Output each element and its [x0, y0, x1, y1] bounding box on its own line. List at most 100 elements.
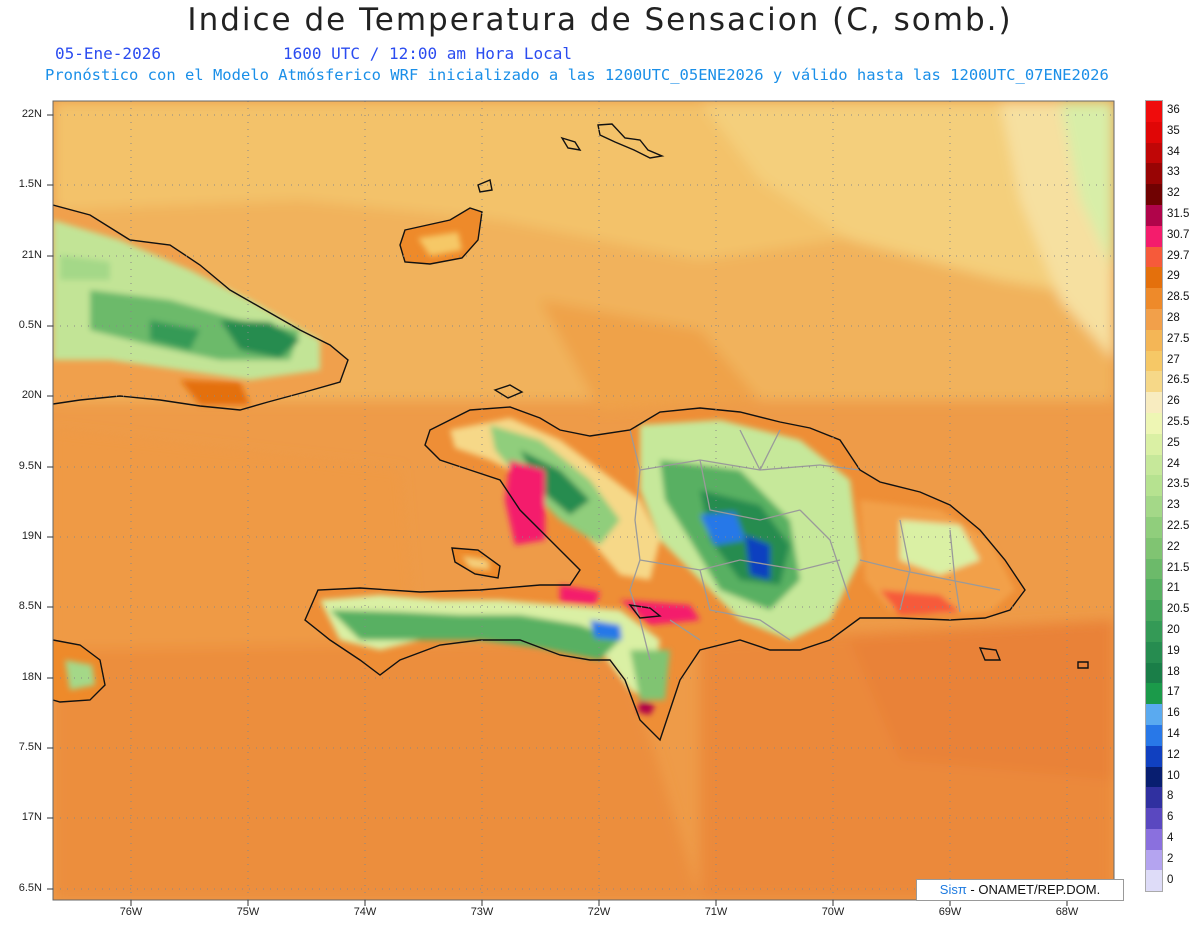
- credit-box: Sisπ - ONAMET/REP.DOM.: [916, 879, 1124, 901]
- colorbar-level-label: 18: [1167, 665, 1180, 678]
- graticule: [53, 101, 1114, 900]
- colorbar-level-label: 25: [1167, 436, 1180, 449]
- colorbar-swatch: [1146, 558, 1162, 580]
- colorbar-level-label: 6: [1167, 811, 1174, 824]
- colorbar-level-label: 24: [1167, 457, 1180, 470]
- colorbar-swatch: [1146, 724, 1162, 746]
- lon-label: 74W: [353, 906, 377, 918]
- axis-ticks: [47, 114, 1068, 906]
- colorbar-level-label: 35: [1167, 124, 1180, 137]
- colorbar-level-label: 10: [1167, 769, 1180, 782]
- colorbar-level-label: 20: [1167, 624, 1180, 636]
- colorbar-level-label: 31.5: [1167, 208, 1190, 220]
- colorbar-swatch: [1146, 412, 1162, 434]
- lat-label: 0.5N: [18, 319, 42, 331]
- colorbar-level-label: 32: [1167, 187, 1180, 200]
- colorbar-swatch: [1146, 745, 1162, 767]
- colorbar-level-label: 33: [1167, 166, 1180, 179]
- colorbar: [1145, 100, 1163, 893]
- lat-label: 18N: [21, 671, 42, 683]
- sis-logo-text: Sisπ: [939, 882, 967, 897]
- colorbar-level-label: 16: [1167, 707, 1180, 720]
- colorbar-swatch: [1146, 142, 1162, 164]
- colorbar-swatch: [1146, 662, 1162, 684]
- province-borders: [629, 429, 1001, 661]
- colorbar-level-label: 12: [1167, 748, 1180, 761]
- colorbar-swatch: [1146, 392, 1162, 413]
- colorbar-swatch: [1146, 225, 1162, 247]
- colorbar-level-label: 34: [1167, 145, 1180, 158]
- colorbar-level-label: 26.5: [1167, 374, 1190, 387]
- colorbar-swatch: [1146, 516, 1162, 538]
- colorbar-level-label: 29.7: [1167, 249, 1190, 262]
- colorbar-swatch: [1146, 600, 1162, 621]
- colorbar-level-label: 2: [1167, 852, 1174, 865]
- colorbar-swatch: [1146, 496, 1162, 517]
- lat-label: 22N: [21, 108, 42, 120]
- colorbar-level-label: 28.5: [1167, 291, 1190, 304]
- colorbar-swatch: [1146, 329, 1162, 351]
- lat-label: 19N: [21, 530, 42, 542]
- colorbar-swatch: [1146, 163, 1162, 185]
- colorbar-swatch: [1146, 766, 1162, 788]
- lat-label: 20N: [21, 389, 42, 401]
- colorbar-level-label: 21.5: [1167, 561, 1190, 574]
- colorbar-swatch: [1146, 828, 1162, 850]
- lon-label: 71W: [704, 906, 728, 918]
- lon-label: 72W: [587, 906, 611, 918]
- lon-label: 68W: [1055, 906, 1079, 918]
- colorbar-level-label: 23.5: [1167, 478, 1190, 491]
- lat-label: 1.5N: [18, 178, 42, 190]
- colorbar-level-label: 8: [1167, 790, 1174, 803]
- colorbar-swatch: [1146, 475, 1162, 497]
- colorbar-level-label: 17: [1167, 686, 1180, 699]
- lon-label: 76W: [119, 906, 143, 918]
- colorbar-swatch: [1146, 849, 1162, 871]
- colorbar-swatch: [1146, 641, 1162, 663]
- model-info-line: Pronóstico con el Modelo Atmósferico WRF…: [45, 66, 1109, 84]
- colorbar-swatch: [1146, 101, 1162, 122]
- colorbar-swatch: [1146, 308, 1162, 330]
- credit-org: - ONAMET/REP.DOM.: [966, 882, 1101, 897]
- colorbar-swatch: [1146, 433, 1162, 455]
- colorbar-swatch: [1146, 704, 1162, 725]
- colorbar-level-label: 21: [1167, 582, 1180, 595]
- coastlines: [53, 123, 1089, 742]
- colorbar-level-label: 26: [1167, 395, 1180, 408]
- lat-label: 7.5N: [18, 741, 42, 753]
- colorbar-swatch: [1146, 288, 1162, 309]
- colorbar-level-label: 4: [1167, 832, 1174, 844]
- colorbar-swatch: [1146, 371, 1162, 393]
- colorbar-swatch: [1146, 246, 1162, 268]
- colorbar-level-label: 25.5: [1167, 416, 1190, 428]
- colorbar-level-label: 20.5: [1167, 603, 1190, 616]
- colorbar-level-label: 27: [1167, 353, 1180, 366]
- lat-label: 17N: [21, 811, 42, 823]
- colorbar-level-label: 36: [1167, 104, 1180, 116]
- colorbar-swatch: [1146, 454, 1162, 476]
- lon-label: 69W: [938, 906, 962, 918]
- colorbar-swatch: [1146, 579, 1162, 601]
- colorbar-swatch: [1146, 787, 1162, 809]
- colorbar-swatch: [1146, 620, 1162, 642]
- colorbar-level-label: 23: [1167, 499, 1180, 512]
- colorbar-level-label: 14: [1167, 728, 1180, 740]
- colorbar-swatch: [1146, 683, 1162, 705]
- map-title: Indice de Temperatura de Sensacion (C, s…: [187, 2, 1013, 38]
- colorbar-level-label: 22.5: [1167, 520, 1190, 532]
- lat-label: 21N: [21, 249, 42, 261]
- colorbar-swatch: [1146, 121, 1162, 143]
- lat-label: 6.5N: [18, 882, 42, 894]
- colorbar-level-label: 19: [1167, 644, 1180, 657]
- colorbar-level-label: 0: [1167, 873, 1174, 886]
- map-frame: [52, 100, 1115, 901]
- colorbar-swatch: [1146, 808, 1162, 829]
- colorbar-swatch: [1146, 870, 1162, 892]
- forecast-date: 05-Ene-2026: [55, 44, 161, 63]
- colorbar-swatch: [1146, 204, 1162, 226]
- colorbar-swatch: [1146, 184, 1162, 205]
- lon-label: 75W: [236, 906, 260, 918]
- colorbar-swatch: [1146, 267, 1162, 289]
- lon-label: 70W: [821, 906, 845, 918]
